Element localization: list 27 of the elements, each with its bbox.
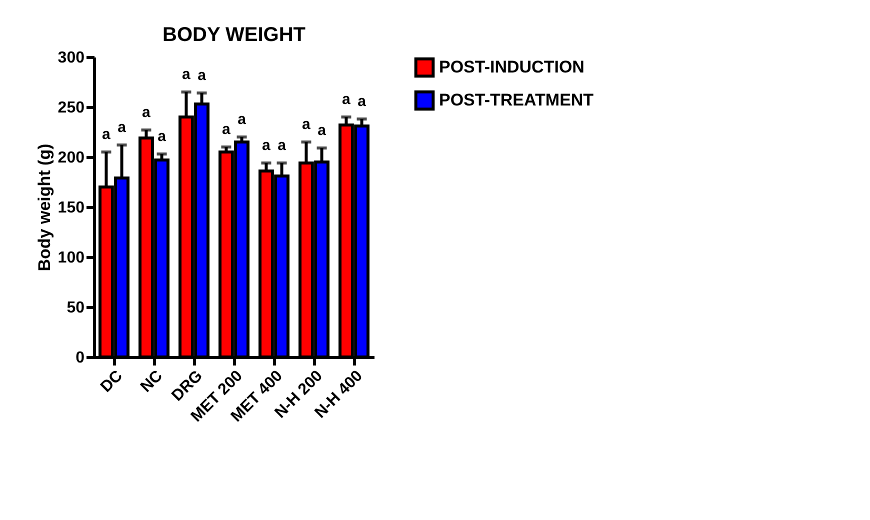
y-axis-title: Body weight (g)	[34, 144, 54, 272]
data-label: a	[342, 91, 352, 108]
y-tick-label: 200	[58, 150, 85, 166]
data-label: a	[198, 67, 207, 84]
data-label: a	[118, 119, 127, 136]
data-label: a	[142, 104, 152, 121]
legend-label: POST-TREATMENT	[439, 90, 594, 110]
data-label: a	[302, 116, 312, 133]
y-tick-label: 100	[58, 250, 85, 266]
data-label: a	[182, 66, 192, 83]
data-label: a	[262, 137, 272, 154]
y-tick-label: 50	[66, 300, 85, 316]
chart-title: BODY WEIGHT	[162, 24, 306, 46]
data-label: a	[222, 121, 232, 138]
data-label: a	[158, 128, 167, 145]
legend-label: POST-INDUCTION	[439, 58, 584, 76]
data-label: a	[358, 93, 367, 110]
data-label: a	[238, 111, 247, 128]
x-tick-label: NC	[138, 367, 166, 396]
y-tick-label: 150	[58, 200, 85, 216]
data-label: a	[278, 137, 287, 154]
data-label: a	[318, 122, 327, 139]
y-tick-label: 0	[76, 350, 85, 366]
y-tick-label: 250	[58, 100, 85, 116]
x-tick-label: DC	[98, 367, 126, 396]
y-tick-label: 300	[58, 50, 85, 66]
data-label: a	[102, 126, 112, 143]
